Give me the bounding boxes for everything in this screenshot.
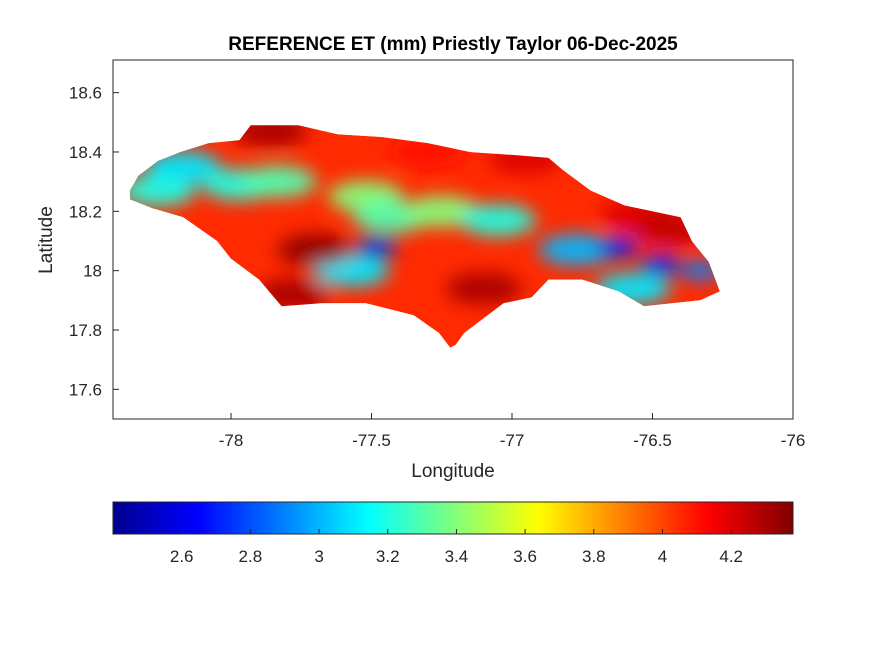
colorbar-tick-label: 2.8 <box>239 547 263 566</box>
x-axis-ticks: -78 -77.5 -77 -76.5 -76 <box>219 413 806 450</box>
x-tick-label: -77.5 <box>352 431 391 450</box>
x-tick-label: -76.5 <box>633 431 672 450</box>
y-tick-label: 17.6 <box>69 380 102 399</box>
colorbar-tick-label: 3.4 <box>445 547 469 566</box>
y-axis-ticks: 17.6 17.8 18 18.2 18.4 18.6 <box>69 84 119 399</box>
colorbar-tick-label: 3 <box>314 547 323 566</box>
colorbar-tick-label: 3.6 <box>513 547 537 566</box>
et-value-region <box>277 233 354 266</box>
colorbar-tick-label: 4.2 <box>719 547 743 566</box>
colorbar-ticks: 2.6 2.8 3 3.2 3.4 3.6 3.8 4 4.2 <box>170 529 743 566</box>
y-tick-label: 18.6 <box>69 84 102 103</box>
y-tick-label: 17.8 <box>69 321 102 340</box>
x-tick-label: -76 <box>781 431 806 450</box>
et-value-region <box>445 272 522 305</box>
et-value-region <box>232 125 309 148</box>
et-value-region <box>459 204 536 237</box>
et-value-region <box>538 233 615 266</box>
y-tick-label: 18.4 <box>69 143 102 162</box>
y-axis-label: Latitude <box>36 206 57 274</box>
colorbar <box>112 501 794 535</box>
et-value-region <box>640 254 681 275</box>
et-surface <box>129 125 720 348</box>
x-tick-label: -77 <box>500 431 525 450</box>
x-axis-label: Longitude <box>411 461 494 482</box>
et-value-region <box>598 236 639 257</box>
et-value-region <box>357 236 398 257</box>
colorbar-tick-label: 2.6 <box>170 547 194 566</box>
et-value-region <box>145 150 222 183</box>
colorbar-tick-label: 3.2 <box>376 547 400 566</box>
map-title: REFERENCE ET (mm) Priestly Taylor 06-Dec… <box>228 34 678 55</box>
colorbar-tick-label: 3.8 <box>582 547 606 566</box>
y-tick-label: 18 <box>83 262 102 281</box>
y-tick-label: 18.2 <box>69 202 102 221</box>
colorbar-tick-label: 4 <box>658 547 667 566</box>
x-tick-label: -78 <box>219 431 244 450</box>
et-value-region <box>240 165 317 198</box>
